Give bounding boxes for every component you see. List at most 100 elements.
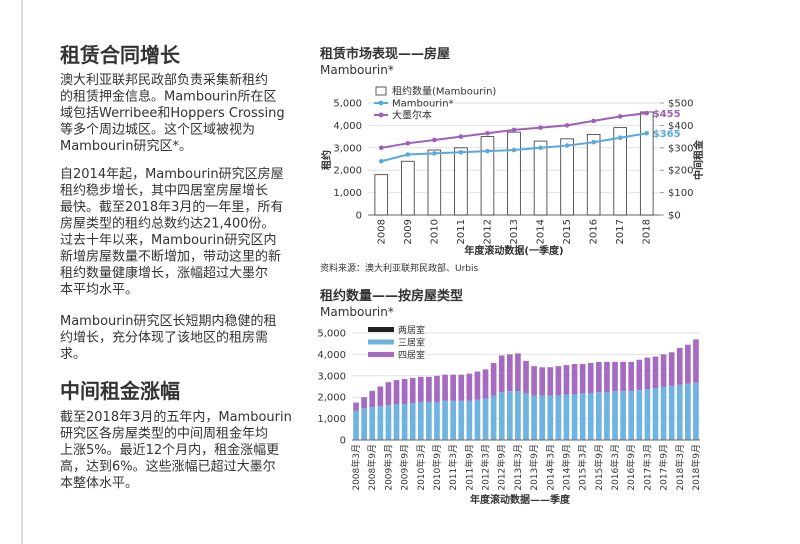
x-tick-label: 2008年9月 <box>366 444 378 491</box>
bar-segment <box>636 390 643 440</box>
x-tick-label: 2009年9月 <box>399 444 411 491</box>
x-tick-label: 2009年3月 <box>382 444 394 491</box>
bar-segment <box>466 373 473 401</box>
bar <box>533 140 548 216</box>
paragraph-line: 域包括Werribee和Hoppers Crossing <box>60 106 285 121</box>
bar-segment <box>426 376 432 402</box>
bar-segment <box>426 401 432 440</box>
paragraph-line: 租约数量健康增长，涨幅超过大墨尔 <box>60 265 268 281</box>
paragraph-line: 新增房屋数量不断增加，带动这里的新 <box>60 249 281 265</box>
chart-subtitle: Mambourin* <box>320 63 394 77</box>
legend-swatch <box>368 339 394 345</box>
paragraph-line: Mambourin研究区*。 <box>60 139 192 154</box>
bar-segment <box>620 391 626 440</box>
bar-segment <box>369 407 376 440</box>
y-tick-label: 0 <box>356 211 362 222</box>
x-tick-label: 2011年3月 <box>447 444 459 491</box>
x-tick-label: 2016年3月 <box>609 444 621 491</box>
chart-subtitle: Mambourin* <box>320 305 394 319</box>
bar-segment <box>668 352 675 386</box>
line-marker <box>378 158 384 164</box>
bar-segment <box>571 364 578 395</box>
y2-tick-label: $200 <box>668 166 693 177</box>
x-tick-label: 2017年3月 <box>641 444 653 491</box>
value-label: $365 <box>653 129 681 140</box>
bar-segment <box>417 376 424 402</box>
x-axis-title: 年度滚动数据(一季度) <box>464 244 563 257</box>
bar-segment <box>587 362 594 394</box>
bar-segment <box>693 339 699 383</box>
bar <box>613 127 627 216</box>
line-marker <box>591 118 596 124</box>
paragraph-line: 研究区各房屋类型的中间周租金年均 <box>60 426 268 442</box>
x-tick-label: 2010 <box>429 219 440 244</box>
line-marker <box>511 127 517 133</box>
bar-segment <box>474 399 481 440</box>
legend-swatch <box>375 86 387 96</box>
bar-segment <box>393 404 400 440</box>
x-tick-label: 2015年9月 <box>593 444 605 491</box>
x-tick-label: 2014年9月 <box>560 444 572 491</box>
line-marker <box>564 123 570 128</box>
paragraph-line: 最快。截至2018年3月的一年里，所有 <box>60 199 283 215</box>
bar-segment <box>385 382 392 406</box>
paragraph-line: 等多个周边城区。这个区域被视为 <box>60 122 255 138</box>
bar-segment <box>620 361 626 392</box>
line-marker <box>378 145 384 151</box>
bar-segment <box>531 395 537 440</box>
x-tick-label: 2009 <box>403 219 414 244</box>
bar-segment <box>498 355 505 393</box>
bar-segment <box>693 382 699 440</box>
legend-label: 大墨尔本 <box>392 109 432 122</box>
paragraph-line: 高，达到6%。这些涨幅已超过大墨尔 <box>60 459 276 475</box>
y-axis-title: 租约 <box>320 150 333 170</box>
bar-segment <box>676 384 683 440</box>
x-tick-label: 2013年3月 <box>512 444 524 491</box>
bar-segment <box>353 410 359 440</box>
legend-swatch <box>368 352 394 357</box>
paragraph-line: 本整体水平。 <box>60 476 138 491</box>
bar-segment <box>539 395 546 440</box>
y-tick-label: 0 <box>340 436 346 447</box>
bar-segment <box>644 357 651 390</box>
bar-segment <box>547 395 554 440</box>
x-tick-label: 2017年9月 <box>658 444 670 491</box>
line-marker <box>644 110 650 116</box>
bar-segment <box>628 361 635 392</box>
legend-marker <box>378 100 384 106</box>
y-tick-label: 3,000 <box>333 143 362 154</box>
bar-segment <box>636 359 643 391</box>
bar-segment <box>450 374 456 401</box>
x-axis-title: 年度滚动数据——季度 <box>470 493 571 506</box>
y2-axis-title: 中间租金 <box>692 139 705 180</box>
paragraph-line: 求。 <box>60 347 86 362</box>
bar-segment <box>685 383 691 440</box>
bar-segment <box>596 392 602 440</box>
y-tick-label: 3,000 <box>317 371 346 382</box>
line-marker <box>617 135 623 141</box>
bar-segment <box>442 374 448 401</box>
line-marker <box>432 137 437 143</box>
bar <box>639 111 654 216</box>
paragraph-line: 上涨5%。最近12个月内，租金涨幅更 <box>60 442 279 458</box>
x-tick-label: 2010年9月 <box>431 444 443 491</box>
bar-segment <box>587 393 594 440</box>
bar <box>507 131 521 216</box>
x-tick-label: 2012年9月 <box>496 444 508 491</box>
line-marker <box>564 143 570 148</box>
x-tick-label: 2012 <box>482 219 493 244</box>
bar-segment <box>652 387 659 440</box>
paragraph-line: 澳大利亚联邦民政部负责采集新租约 <box>60 72 268 88</box>
bar-segment <box>531 366 537 396</box>
bar-segment <box>385 405 392 440</box>
bar <box>586 133 601 216</box>
y-tick-label: 5,000 <box>333 99 362 110</box>
y-tick-label: 1,000 <box>333 188 362 199</box>
chart-title: 租约数量——按房屋类型 <box>320 288 463 304</box>
x-tick-label: 2018 <box>642 219 653 244</box>
x-tick-label: 2012年3月 <box>480 444 492 491</box>
paragraph-line: 截至2018年3月的五年内，Mambourin <box>60 409 292 425</box>
paragraph-line: 租约稳步增长，其中四居室房屋增长 <box>60 183 268 199</box>
line-marker <box>432 151 437 156</box>
